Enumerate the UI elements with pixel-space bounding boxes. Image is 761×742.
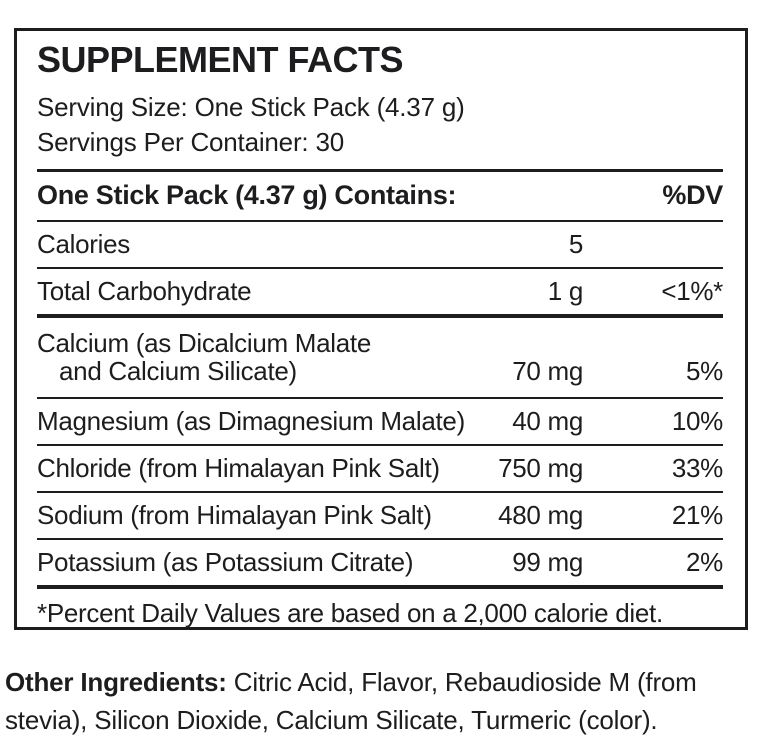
row-name: Potassium (as Potassium Citrate) [37, 547, 414, 577]
row-dv: 10% [671, 406, 723, 436]
row-amount: 750 mg [498, 453, 583, 483]
table-header-row: One Stick Pack (4.37 g) Contains: %DV [37, 172, 723, 220]
row-name-line2: and Calcium Silicate) [59, 356, 297, 386]
row-dv: 33% [671, 453, 723, 483]
divider-thin [37, 444, 723, 446]
table-row-sodium: Sodium (from Himalayan Pink Salt) 480 mg… [37, 493, 723, 538]
table-row-potassium: Potassium (as Potassium Citrate) 99 mg 2… [37, 540, 723, 585]
table-row-calories: Calories 5 [37, 222, 723, 267]
row-name: Calories [37, 229, 130, 259]
table-row-magnesium: Magnesium (as Dimagnesium Malate) 40 mg … [37, 399, 723, 444]
row-name: Sodium (from Himalayan Pink Salt) [37, 500, 432, 530]
divider-thick [37, 169, 723, 172]
row-dv: 5% [686, 356, 723, 386]
row-name: Calcium (as Dicalcium Malate and Calcium… [37, 329, 504, 385]
row-amount: 1 g [547, 276, 584, 306]
table-row-total-carbohydrate: Total Carbohydrate 1 g <1%* [37, 269, 723, 314]
row-amount: 70 mg [512, 356, 583, 386]
row-dv: 2% [686, 547, 723, 577]
other-ingredients-text: Citric Acid, Flavor, Rebaudioside M (fro… [5, 667, 697, 735]
panel-title: SUPPLEMENT FACTS [37, 39, 404, 80]
serving-size: Serving Size: One Stick Pack (4.37 g) [37, 92, 465, 122]
row-name: Chloride (from Himalayan Pink Salt) [37, 453, 440, 483]
servings-per-container: Servings Per Container: 30 [37, 127, 344, 157]
row-name: Total Carbohydrate [37, 276, 252, 306]
table-row-calcium: Calcium (as Dicalcium Malate and Calcium… [37, 318, 723, 397]
row-amount: 99 mg [512, 547, 583, 577]
divider-thin [37, 267, 723, 269]
daily-value-footnote: *Percent Daily Values are based on a 2,0… [37, 598, 663, 628]
table-header-contains: One Stick Pack (4.37 g) Contains: [37, 180, 457, 210]
row-dv: 21% [671, 500, 723, 530]
divider-thin [37, 220, 723, 222]
row-name: Magnesium (as Dimagnesium Malate) [37, 406, 465, 436]
other-ingredients: Other Ingredients: Citric Acid, Flavor, … [5, 663, 757, 739]
supplement-facts-panel: SUPPLEMENT FACTS Serving Size: One Stick… [14, 28, 748, 630]
divider-thick [37, 314, 723, 318]
serving-info: Serving Size: One Stick Pack (4.37 g) Se… [37, 90, 723, 160]
row-amount: 480 mg [498, 500, 583, 530]
table-header-dv: %DV [662, 180, 723, 210]
divider-thin [37, 538, 723, 540]
divider-thin [37, 397, 723, 399]
row-amount: 40 mg [512, 406, 583, 436]
table-row-chloride: Chloride (from Himalayan Pink Salt) 750 … [37, 446, 723, 491]
divider-thick [37, 585, 723, 589]
row-dv: <1%* [661, 276, 723, 306]
divider-thin [37, 491, 723, 493]
row-amount: 5 [568, 229, 583, 259]
other-ingredients-label: Other Ingredients: [5, 667, 227, 697]
row-name-line1: Calcium (as Dicalcium Malate [37, 328, 372, 358]
